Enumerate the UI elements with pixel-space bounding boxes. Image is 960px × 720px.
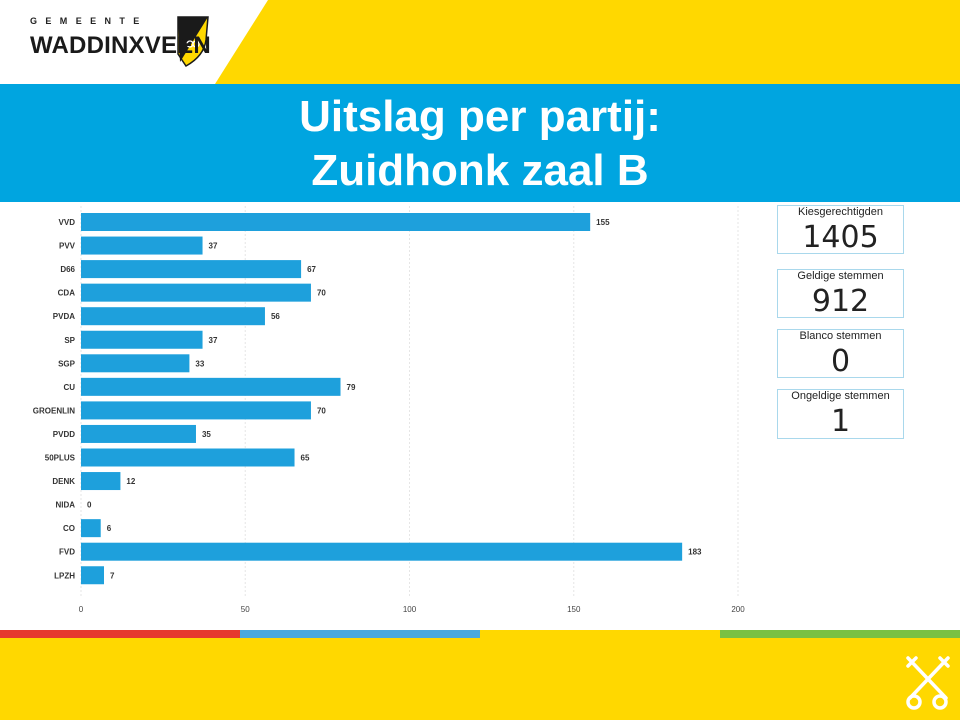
bar-value-label: 0 [87,501,92,510]
x-tick-label: 50 [241,605,250,614]
stat-card-ongeldige-stemmen: Ongeldige stemmen 1 [777,389,904,439]
y-category-label: LPZH [54,571,75,580]
stripe-red [0,630,240,638]
bar-groenlin [81,401,311,420]
bar-value-label: 70 [317,289,326,298]
y-category-label: GROENLIN [33,406,75,415]
page-title-line2: Zuidhonk zaal B [311,146,649,195]
bar-fvd [81,542,683,561]
x-tick-label: 100 [403,605,417,614]
shield-icon [177,16,209,67]
color-stripes [0,630,960,638]
bar-value-label: 37 [209,336,218,345]
bar-value-label: 70 [317,406,326,415]
stat-label: Blanco stemmen [799,330,882,342]
logo-name-text: WADDINXVEEN [30,32,211,59]
y-category-label: CDA [58,289,76,298]
bar-denk [81,472,121,491]
bar-lpzh [81,566,104,585]
y-category-label: DENK [52,477,75,486]
bar-pvda [81,307,265,326]
bar-value-label: 33 [195,359,204,368]
bar-value-label: 155 [596,218,610,227]
bar-co [81,519,101,538]
page-title-line1: Uitslag per partij: [299,92,661,141]
y-category-label: 50PLUS [45,454,76,463]
y-category-label: D66 [60,265,75,274]
bar-value-label: 7 [110,571,115,580]
bar-value-label: 12 [126,477,135,486]
bar-sp [81,330,203,349]
keys-emblem-icon [906,656,950,710]
x-tick-label: 150 [567,605,581,614]
stat-value: 912 [811,284,870,319]
bar-sgp [81,354,190,373]
y-category-label: NIDA [55,501,75,510]
stat-value: 1 [830,404,851,439]
stat-card-kiesgerechtigden: Kiesgerechtigden 1405 [777,205,904,255]
stripe-green [720,630,960,638]
bar-value-label: 6 [107,524,112,533]
stat-label: Kiesgerechtigden [797,206,883,218]
bar-pvv [81,236,203,255]
footer-band [0,638,960,720]
stat-value: 1405 [802,220,879,255]
y-category-label: SGP [58,359,76,368]
y-category-label: SP [64,336,75,345]
y-category-label: CO [63,524,75,533]
stat-value: 0 [830,344,851,379]
logo-gemeente-text: GEMEENTE [30,16,148,26]
y-category-label: PVV [59,242,76,251]
bar-value-label: 67 [307,265,316,274]
bar-d66 [81,260,302,279]
bar-cu [81,377,341,396]
bar-cda [81,283,311,302]
bar-value-label: 35 [202,430,211,439]
y-category-label: FVD [59,548,75,557]
stripe-yellow [480,630,720,638]
x-tick-label: 0 [79,605,84,614]
bar-50plus [81,448,295,467]
y-category-label: VVD [59,218,76,227]
title-band: Uitslag per partij: Zuidhonk zaal B [0,84,960,202]
header-band [0,0,960,84]
bar-value-label: 79 [347,383,356,392]
bar-vvd [81,213,591,231]
bar-value-label: 56 [271,312,280,321]
stat-card-geldige-stemmen: Geldige stemmen 912 [777,269,904,319]
bar-value-label: 37 [209,242,218,251]
stat-label: Geldige stemmen [797,270,884,282]
y-category-label: PVDD [53,430,75,439]
y-category-label: CU [63,383,75,392]
stat-label: Ongeldige stemmen [791,390,890,402]
y-category-label: PVDA [53,312,75,321]
bar-value-label: 65 [301,454,310,463]
bar-pvdd [81,424,196,443]
stat-card-blanco-stemmen: Blanco stemmen 0 [777,329,904,379]
x-tick-label: 200 [731,605,745,614]
stripe-blue [240,630,480,638]
bar-value-label: 183 [688,548,702,557]
